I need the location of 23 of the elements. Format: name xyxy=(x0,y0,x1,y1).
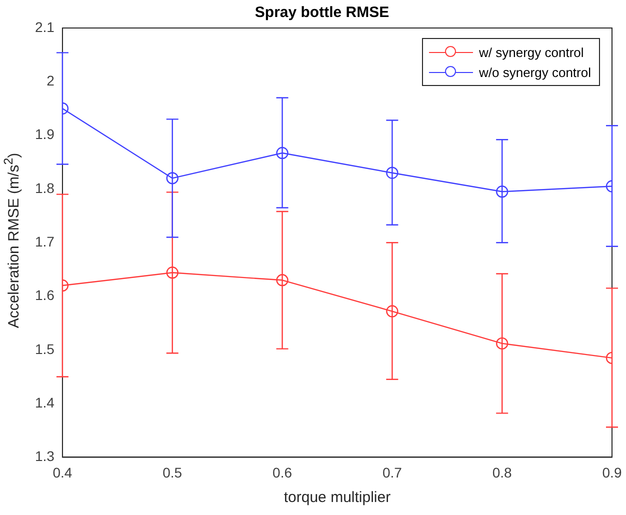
y-tick-label: 2.1 xyxy=(34,18,55,35)
y-tick-label: 1.9 xyxy=(34,126,55,142)
point xyxy=(386,166,398,179)
x-axis-title: torque multiplier xyxy=(284,489,391,506)
point xyxy=(276,146,288,160)
x-tick-label: 0.8 xyxy=(492,464,512,480)
y-tick-label: 1.5 xyxy=(34,340,55,357)
chart-title: Spray bottle RMSE xyxy=(254,4,390,22)
x-tick-label: 0.4 xyxy=(52,464,72,480)
legend-label: w/ synergy control xyxy=(479,44,584,60)
x-tick-label: 0.5 xyxy=(162,464,182,480)
point xyxy=(276,274,288,286)
y-tick-label: 2 xyxy=(46,72,55,89)
x-tick-label: 0.6 xyxy=(272,464,292,480)
x-tick-label: 0.7 xyxy=(382,464,402,480)
y-tick-label: 1.7 xyxy=(34,233,55,250)
y-tick-label: 1.3 xyxy=(34,448,55,464)
legend-label: w/o synergy control xyxy=(479,64,591,80)
y-tick-label: 1.8 xyxy=(34,180,55,196)
x-tick-label: 0.9 xyxy=(602,464,622,480)
y-tick-label: 1.6 xyxy=(34,287,55,304)
y-tick-label: 1.4 xyxy=(34,394,55,410)
point xyxy=(386,305,398,318)
